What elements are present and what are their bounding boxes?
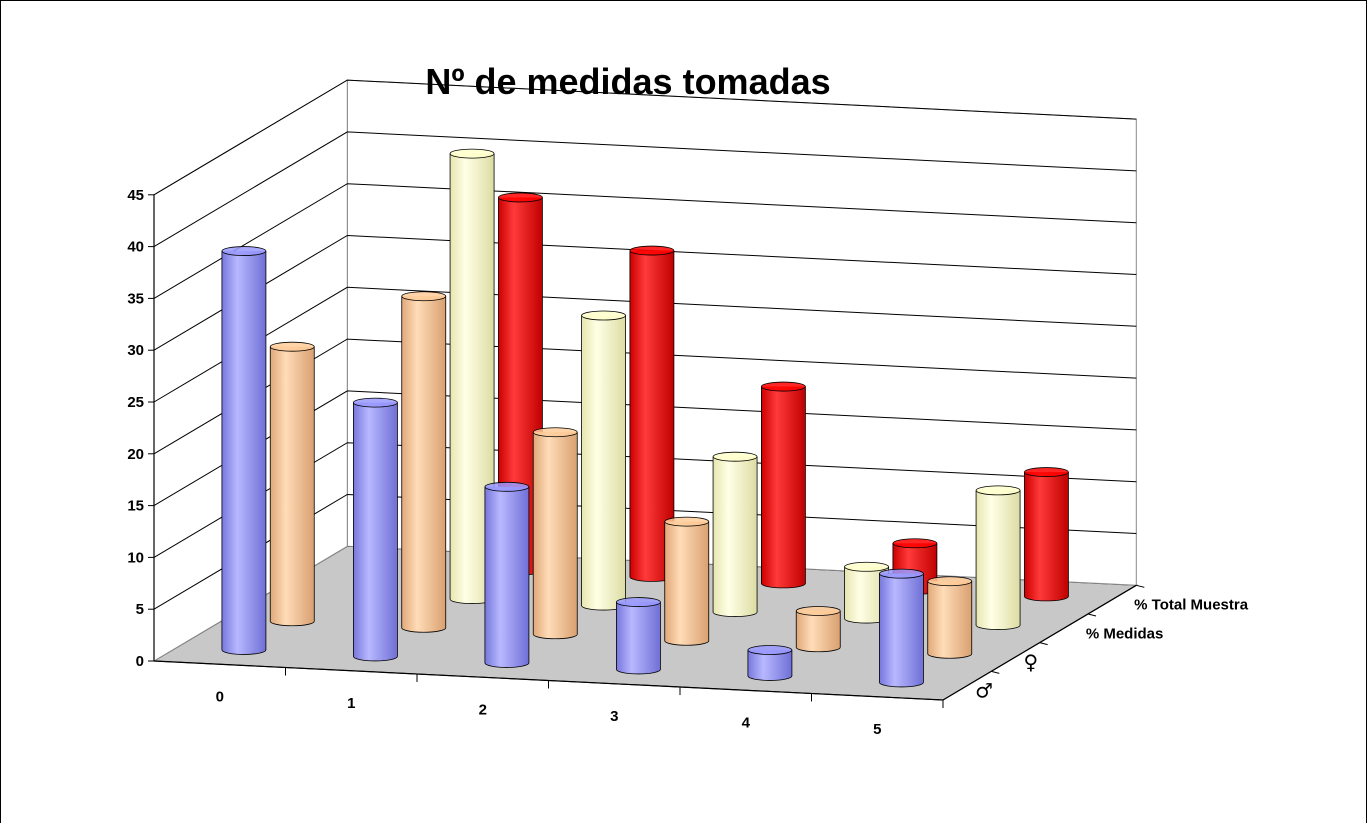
bar-top bbox=[353, 397, 398, 408]
gridline bbox=[153, 338, 1137, 455]
bar-top bbox=[401, 291, 447, 302]
bar-top bbox=[761, 381, 806, 392]
bar-cylinder bbox=[795, 606, 841, 653]
bar-cylinder bbox=[879, 568, 924, 688]
gridline bbox=[153, 79, 1137, 196]
bar-cylinder bbox=[1024, 467, 1069, 602]
y-tick-label: 10 bbox=[127, 549, 144, 566]
depth-tick-mark bbox=[1136, 584, 1145, 588]
bar-top bbox=[795, 606, 841, 616]
bar-body bbox=[879, 573, 924, 683]
y-tick-label: 20 bbox=[127, 446, 144, 463]
bar-top bbox=[498, 192, 543, 203]
series-label: ♂ bbox=[975, 679, 993, 703]
bar-cylinder bbox=[712, 451, 758, 617]
bar-top bbox=[664, 516, 710, 527]
bar-top bbox=[747, 645, 793, 655]
y-tick-label: 40 bbox=[127, 239, 144, 256]
bar-cylinder bbox=[532, 427, 578, 640]
bar-body bbox=[581, 315, 626, 606]
bar-body bbox=[976, 490, 1021, 626]
series-label: % Total Muestra bbox=[1134, 597, 1249, 614]
y-tick-label: 5 bbox=[136, 601, 144, 618]
bar-top bbox=[975, 485, 1021, 496]
gridline bbox=[153, 183, 1137, 299]
bar-cylinder bbox=[269, 341, 315, 627]
bar-top bbox=[484, 481, 530, 492]
bar-top bbox=[449, 148, 495, 159]
series-label: % Medidas bbox=[1086, 625, 1164, 642]
bar-cylinder bbox=[761, 381, 806, 589]
y-tick-label: 30 bbox=[127, 342, 144, 359]
bar-cylinder bbox=[975, 485, 1021, 630]
bar-top bbox=[844, 561, 889, 572]
bar-cylinder bbox=[927, 576, 973, 659]
bar-body bbox=[761, 386, 806, 584]
bar-body bbox=[401, 296, 446, 628]
gridline bbox=[153, 131, 1137, 248]
gridline bbox=[153, 390, 1137, 507]
bar-cylinder bbox=[484, 481, 530, 668]
bar-cylinder bbox=[401, 291, 447, 633]
bar-top bbox=[629, 245, 675, 256]
x-tick-label: 3 bbox=[610, 708, 618, 725]
gridline bbox=[153, 442, 1137, 558]
depth-axis-line bbox=[942, 584, 1137, 701]
bar-body bbox=[1024, 472, 1069, 597]
bar-body bbox=[221, 251, 266, 650]
depth-tick-mark bbox=[1039, 642, 1048, 646]
bar-body bbox=[353, 402, 398, 657]
y-tick-label: 25 bbox=[127, 394, 144, 411]
bar-top bbox=[879, 568, 924, 579]
bar-body bbox=[927, 581, 972, 654]
bar-body bbox=[664, 521, 709, 641]
bar-cylinder bbox=[581, 310, 626, 611]
chart-title: Nº de medidas tomadas bbox=[425, 61, 830, 102]
x-tick-label: 2 bbox=[479, 701, 487, 718]
bar-top bbox=[927, 576, 973, 587]
y-tick-label: 35 bbox=[127, 290, 144, 307]
bar-top bbox=[221, 246, 267, 256]
bar-cylinder bbox=[221, 246, 267, 655]
gridline bbox=[153, 286, 1137, 403]
bar-top bbox=[532, 427, 578, 438]
bar-body bbox=[533, 432, 578, 635]
bar-body bbox=[616, 602, 661, 670]
bar-top bbox=[1024, 467, 1069, 477]
y-tick-label: 15 bbox=[127, 498, 144, 515]
bar-cylinder bbox=[616, 597, 661, 675]
bar-cylinder bbox=[747, 645, 793, 681]
bar-top bbox=[892, 538, 938, 549]
bar-top bbox=[616, 597, 661, 607]
bar-body bbox=[796, 610, 841, 648]
gridline bbox=[153, 493, 1137, 610]
bar-top bbox=[269, 341, 315, 352]
bar-body bbox=[484, 486, 529, 663]
bar-top bbox=[581, 310, 626, 321]
series-label: ♀ bbox=[1023, 650, 1038, 674]
x-tick-label: 1 bbox=[347, 695, 355, 712]
bar-cylinder bbox=[353, 397, 398, 662]
y-tick-label: 45 bbox=[127, 187, 144, 204]
bar-top bbox=[712, 451, 758, 462]
x-tick-label: 4 bbox=[742, 714, 751, 731]
gridline bbox=[153, 234, 1137, 351]
bar-cylinder bbox=[664, 516, 710, 646]
depth-tick-mark bbox=[1087, 613, 1097, 617]
depth-tick-mark bbox=[991, 670, 1000, 674]
x-tick-label: 5 bbox=[873, 721, 881, 738]
y-tick-label: 0 bbox=[136, 653, 144, 670]
bar-body bbox=[713, 456, 758, 613]
bar-body bbox=[270, 346, 315, 622]
x-tick-label: 0 bbox=[216, 688, 224, 705]
